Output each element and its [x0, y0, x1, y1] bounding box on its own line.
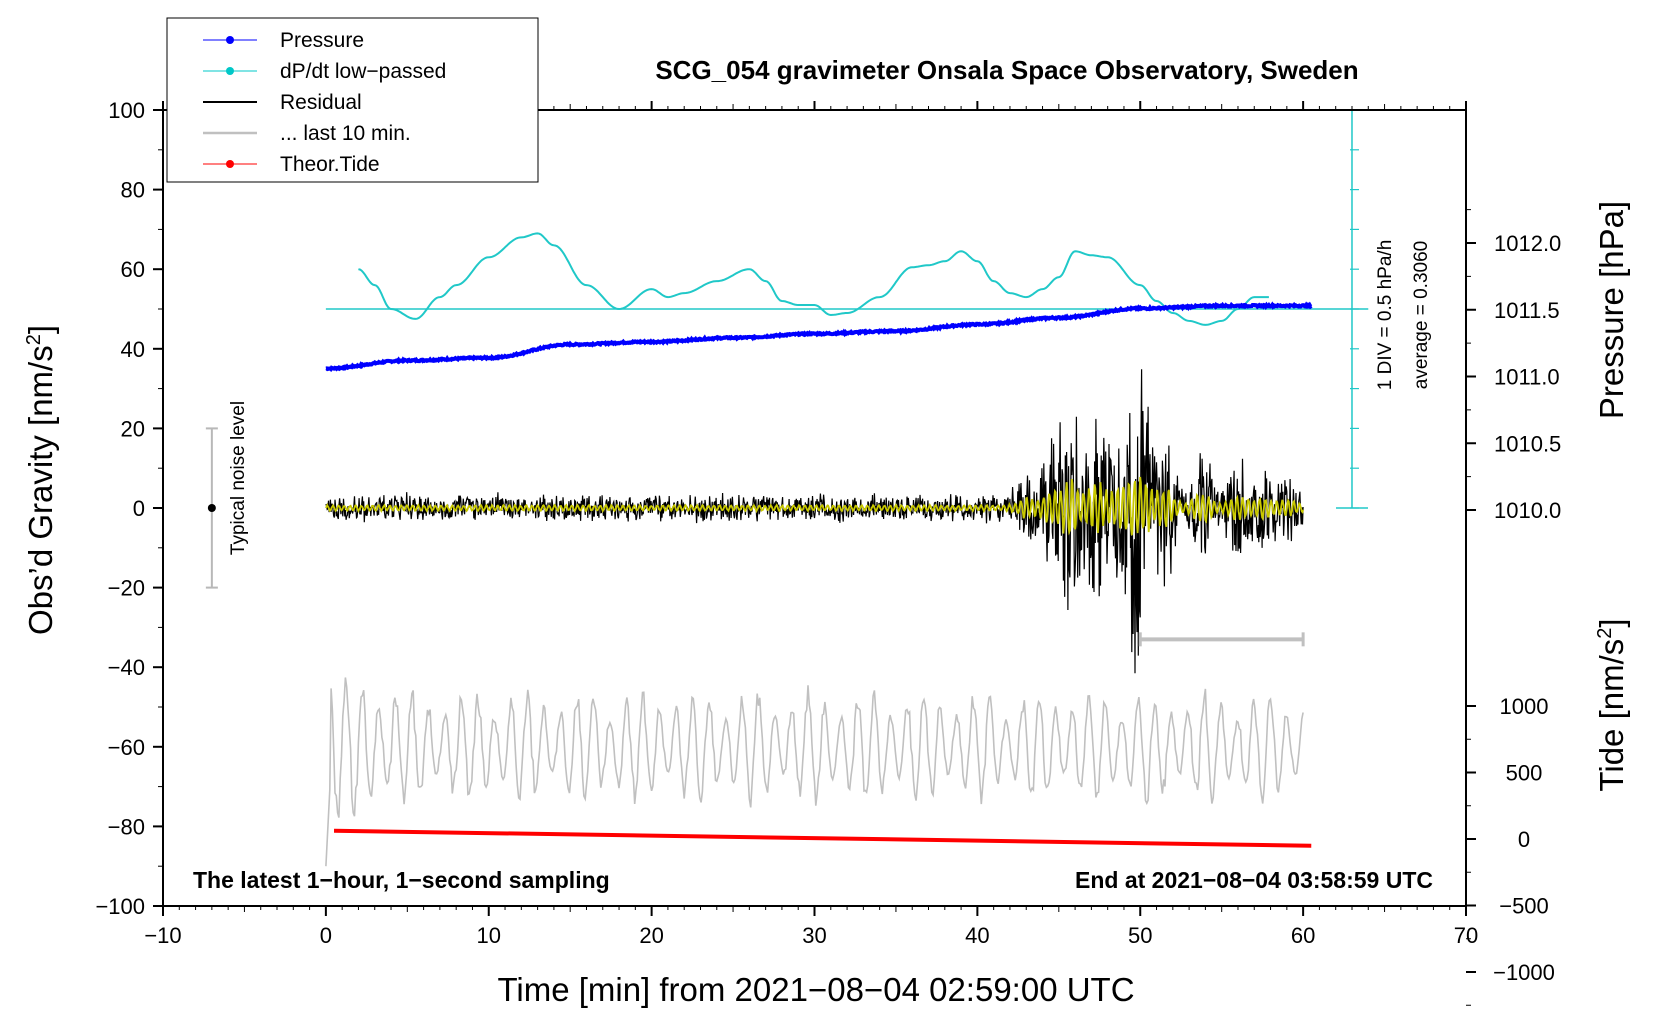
x-tick-label: 10: [477, 923, 501, 948]
y-tick-label: −20: [108, 576, 145, 601]
footer-left-label: The latest 1−hour, 1−second sampling: [193, 867, 610, 893]
footer-right-label: End at 2021−08−04 03:58:59 UTC: [1075, 867, 1433, 893]
noise-label-group: Typical noise level: [228, 401, 249, 555]
tide-tick-label: 1000: [1500, 694, 1549, 719]
legend-label: dP/dt low−passed: [280, 60, 446, 83]
y-tick-label: 60: [121, 257, 145, 282]
y-tick-label: 20: [121, 416, 145, 441]
series-dpdt-line: [358, 232, 1269, 326]
x-tick-label: 50: [1128, 923, 1152, 948]
noise-level-label: Typical noise level: [228, 401, 249, 555]
plot-area: [205, 109, 1369, 867]
pressure-tick-label: 1010.0: [1494, 498, 1561, 523]
legend-label: Pressure: [280, 29, 364, 52]
series-residual-filtered-line: [325, 476, 1304, 536]
legend: Pressure dP/dt low−passed Residual ... last…: [166, 17, 539, 183]
y-tick-label: −100: [95, 894, 145, 919]
series-tide-line: [333, 828, 1312, 848]
legend-marker: [226, 67, 234, 75]
y-tick-label: −40: [108, 655, 145, 680]
legend-label: Theor.Tide: [280, 153, 380, 176]
scale-label-average: average = 0.3060: [1411, 241, 1432, 389]
x-tick-label: 40: [965, 923, 989, 948]
y-axis-title-tide: Tide [nm/s2]: [1593, 618, 1630, 791]
scale-labels: 1 DIV = 0.5 hPa/h average = 0.3060: [1375, 240, 1432, 391]
y-axis-title-pressure: Pressure [hPa]: [1593, 201, 1630, 419]
pressure-tick-label: 1012.0: [1494, 231, 1561, 256]
legend-marker: [226, 36, 234, 44]
y-axis-title-pressure-text: Pressure [hPa]: [1593, 201, 1630, 419]
pressure-tick-label: 1011.5: [1494, 298, 1560, 323]
y-tick-label: 80: [121, 178, 145, 203]
x-tick-label: −10: [144, 923, 181, 948]
series-last10-line: [325, 677, 1304, 867]
x-tick-label: 30: [802, 923, 826, 948]
tide-tick-label: 500: [1506, 761, 1543, 786]
y-tick-label: 0: [133, 496, 145, 521]
tide-tick-label: −500: [1499, 894, 1549, 919]
y-tick-label: 40: [121, 337, 145, 362]
chart-title: SCG_054 gravimeter Onsala Space Observat…: [655, 55, 1358, 85]
noise-level-dot: [207, 504, 216, 512]
series-pressure-line: [325, 301, 1313, 373]
tide-tick-label: 0: [1518, 827, 1530, 852]
y-tick-label: −60: [108, 735, 145, 760]
legend-label: Residual: [280, 91, 362, 114]
x-tick-label: 0: [320, 923, 332, 948]
legend-marker: [226, 160, 234, 168]
y-axis-title-tide-text: Tide [nm/s2]: [1593, 618, 1630, 791]
y-tick-label: −80: [108, 814, 145, 839]
legend-box: [166, 17, 539, 183]
y-axis-title-main-text: Obs’d Gravity [nm/s2]: [22, 325, 59, 635]
axes-layer: −10 0 10 20 30 40 50 60 70100806040200−20−40−60−…: [95, 98, 1561, 1006]
scale-label-div: 1 DIV = 0.5 hPa/h: [1375, 240, 1396, 391]
x-tick-label: 60: [1291, 923, 1315, 948]
y-tick-label: 100: [108, 98, 145, 123]
pressure-tick-label: 1010.5: [1494, 431, 1561, 456]
tide-tick-label: −1000: [1493, 960, 1555, 985]
series-residual-line: [325, 369, 1304, 674]
pressure-tick-label: 1011.0: [1494, 365, 1560, 390]
y-axis-title-main: Obs’d Gravity [nm/s2]: [22, 325, 59, 635]
x-axis-title: Time [min] from 2021−08−04 02:59:00 UTC: [497, 971, 1134, 1008]
x-tick-label: 20: [639, 923, 663, 948]
legend-label: ... last 10 min.: [280, 122, 411, 145]
x-tick-label: 70: [1454, 923, 1478, 948]
